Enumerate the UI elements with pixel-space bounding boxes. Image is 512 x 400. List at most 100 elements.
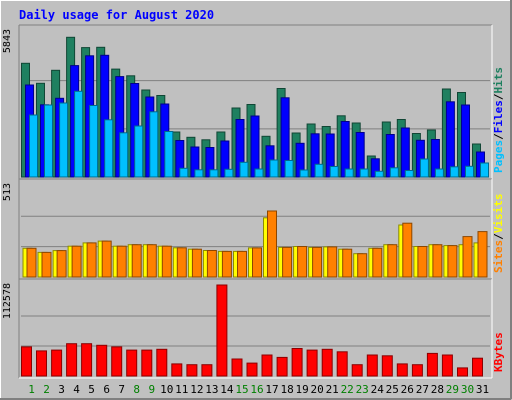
bar-sites-day-27 [417,246,428,278]
bar-sites-day-26 [402,222,413,278]
bar-sites-day-4 [71,245,82,278]
chart-panels: 5843Pages/Files/Hits513Sites/Visits11257… [2,24,505,379]
day-label-30: 30 [461,383,474,396]
bar-pages-day-5 [89,105,99,178]
day-label-29: 29 [446,383,459,396]
bar-kbytes-day-3 [51,349,63,377]
bar-pages-day-11 [179,167,189,178]
series-kbytes [21,284,483,377]
bar-kbytes-day-28 [426,352,438,377]
day-label-28: 28 [431,383,444,396]
bar-kbytes-day-17 [261,354,273,377]
bar-kbytes-day-12 [186,364,198,377]
day-label-17: 17 [265,383,278,396]
bar-kbytes-day-22 [336,351,348,377]
bar-pages-day-4 [74,90,84,178]
bar-pages-day-27 [419,158,429,178]
bar-sites-day-3 [56,250,67,278]
bar-kbytes-day-1 [21,346,32,377]
series-pages [29,90,489,178]
y-axis-max-label: 5843 [2,29,13,53]
day-label-12: 12 [190,383,203,396]
day-label-25: 25 [386,383,399,396]
bar-kbytes-day-31 [472,357,483,377]
bar-pages-day-22 [344,168,354,178]
bar-kbytes-day-9 [141,349,153,377]
bar-kbytes-day-14 [216,284,228,377]
bar-sites-day-28 [432,244,443,278]
day-axis: 1 2 3 4 5 6 7 8 9 10 11 12 13 14 15 16 17 18 19 20 21 22 23 24 2… [28,383,489,396]
legend-separator: / [492,233,505,240]
day-label-27: 27 [416,383,429,396]
y-axis-max-label: 513 [2,183,13,201]
bar-sites-day-31 [477,231,488,278]
bar-sites-day-14 [221,250,232,278]
bar-pages-day-10 [164,131,174,178]
bar-pages-day-8 [134,125,144,178]
bar-pages-day-31 [480,162,489,178]
bar-sites-day-12 [191,248,202,278]
bar-pages-day-24 [374,170,384,178]
bar-sites-day-1 [26,247,37,278]
bar-sites-day-17 [267,210,277,278]
day-label-23: 23 [356,383,369,396]
bar-kbytes-day-13 [201,364,213,377]
day-label-15: 15 [235,383,248,396]
day-label-2: 2 [43,383,50,396]
bar-kbytes-day-29 [441,354,453,377]
legend-files: Files [492,100,505,133]
legend-pages-files-hits: Pages/Files/Hits [492,67,505,173]
day-label-24: 24 [371,383,385,396]
bar-pages-day-15 [239,161,249,178]
day-label-6: 6 [103,383,110,396]
bar-sites-day-8 [131,244,142,278]
chart-title: Daily usage for August 2020 [19,8,214,22]
bar-pages-day-9 [149,111,159,178]
bar-pages-day-3 [59,102,69,178]
legend-sites: Sites [492,240,505,273]
bar-kbytes-day-27 [411,364,423,377]
legend-kbytes: KBytes [492,332,505,372]
day-label-7: 7 [118,383,125,396]
panel-3: 112578 KBytes [2,278,505,379]
legend-separator: / [492,93,505,100]
day-label-8: 8 [133,383,140,396]
bar-kbytes-day-11 [171,363,183,377]
bar-pages-day-7 [119,132,129,178]
bar-sites-day-20 [312,246,323,278]
bar-kbytes-day-10 [156,348,168,377]
day-label-5: 5 [88,383,95,396]
legend-hits: Hits [492,67,505,94]
bar-pages-day-1 [29,114,38,178]
bar-pages-day-14 [224,168,234,178]
bar-sites-day-29 [447,245,458,278]
bar-files-day-29 [445,101,455,178]
bar-sites-day-18 [282,246,293,278]
bar-sites-day-6 [101,240,112,278]
bar-sites-day-22 [342,248,353,278]
bar-kbytes-day-18 [276,356,288,377]
legend-kbytes: KBytes [492,332,505,372]
day-label-14: 14 [220,383,234,396]
bar-kbytes-day-6 [96,344,108,377]
legend-visits: Visits [492,194,505,234]
bar-kbytes-day-15 [231,358,243,377]
bar-sites-day-9 [146,244,157,278]
bar-pages-day-23 [359,168,369,178]
bar-pages-day-30 [465,165,474,178]
bar-kbytes-day-25 [381,355,393,377]
bar-pages-day-28 [434,168,444,178]
day-label-31: 31 [476,383,489,396]
day-label-11: 11 [175,383,188,396]
bar-kbytes-day-21 [321,348,333,377]
bar-files-day-16 [250,115,260,178]
bar-kbytes-day-26 [396,363,408,377]
panel-2: 513 Sites/Visits [2,178,505,280]
bar-pages-day-20 [314,163,324,178]
day-label-19: 19 [295,383,308,396]
legend-pages: Pages [492,140,505,173]
day-label-3: 3 [58,383,65,396]
